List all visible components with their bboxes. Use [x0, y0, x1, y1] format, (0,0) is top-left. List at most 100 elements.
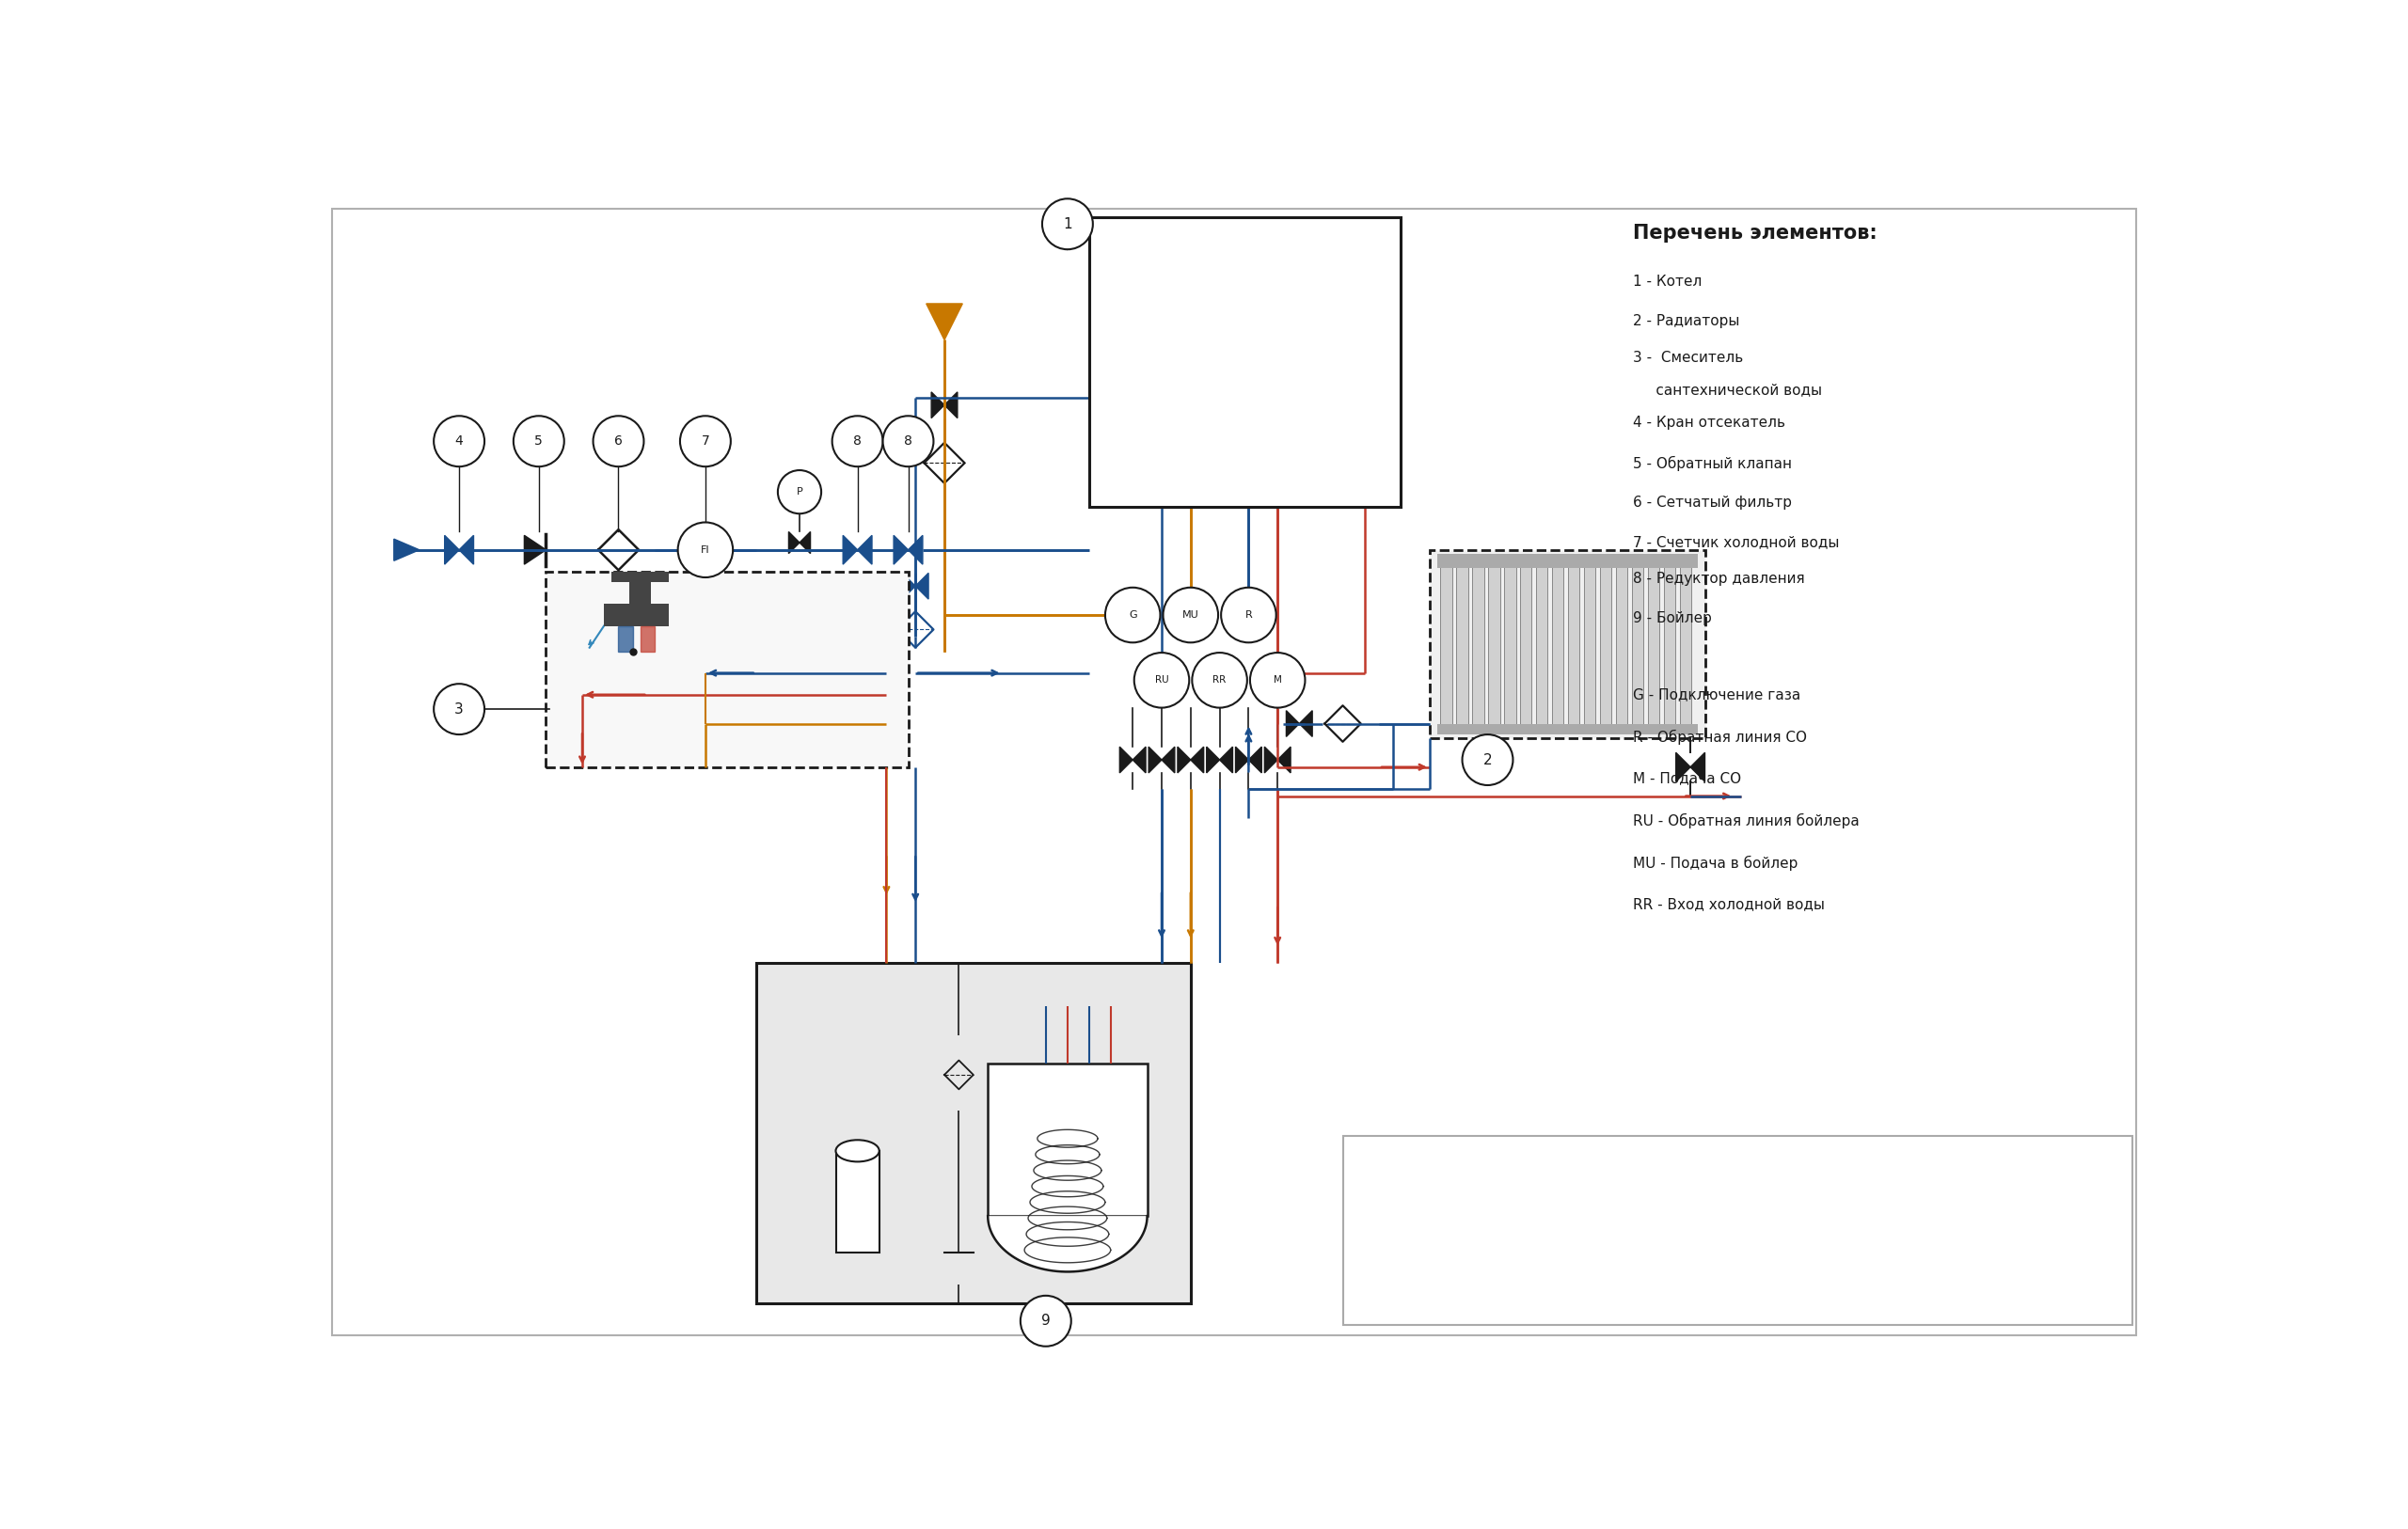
Polygon shape — [893, 535, 908, 564]
Text: G: G — [1129, 610, 1137, 619]
Polygon shape — [1149, 746, 1161, 772]
Polygon shape — [915, 573, 929, 599]
Text: M - Подача СО: M - Подача СО — [1633, 772, 1741, 786]
Bar — [1568, 564, 1580, 723]
Bar — [1678, 564, 1690, 723]
Bar — [1344, 1136, 2131, 1324]
Polygon shape — [799, 532, 811, 553]
Text: MU - Подача в бойлер: MU - Подача в бойлер — [1633, 855, 1796, 870]
Polygon shape — [460, 535, 474, 564]
Polygon shape — [857, 535, 872, 564]
Bar — [836, 1151, 879, 1252]
Bar — [987, 1064, 1146, 1216]
Bar — [1457, 564, 1469, 723]
Text: 6: 6 — [614, 434, 624, 448]
Polygon shape — [445, 535, 460, 564]
Circle shape — [1192, 653, 1247, 708]
Polygon shape — [1218, 746, 1233, 772]
Text: R: R — [1245, 610, 1252, 619]
Polygon shape — [903, 573, 915, 599]
Text: 8: 8 — [903, 434, 913, 448]
Bar — [1536, 564, 1548, 723]
Circle shape — [433, 683, 484, 734]
Polygon shape — [619, 625, 633, 651]
Text: 9 - Бойлер: 9 - Бойлер — [1633, 612, 1712, 625]
Circle shape — [778, 471, 821, 514]
Text: 7 - Счетчик холодной воды: 7 - Счетчик холодной воды — [1633, 535, 1840, 549]
Bar — [1664, 564, 1676, 723]
Polygon shape — [1300, 711, 1312, 737]
Circle shape — [1163, 587, 1218, 642]
Bar — [1488, 564, 1500, 723]
Text: 4 - Кран отсекатель: 4 - Кран отсекатель — [1633, 416, 1784, 430]
FancyBboxPatch shape — [547, 572, 908, 768]
Circle shape — [1134, 653, 1190, 708]
Text: 8 - Редуктор давления: 8 - Редуктор давления — [1633, 572, 1804, 586]
Polygon shape — [1250, 746, 1262, 772]
Circle shape — [1105, 587, 1161, 642]
Text: G - Подключение газа: G - Подключение газа — [1633, 688, 1801, 702]
Polygon shape — [1178, 746, 1190, 772]
Text: R - Обратная линия СО: R - Обратная линия СО — [1633, 729, 1806, 745]
Polygon shape — [1286, 711, 1300, 737]
Circle shape — [1021, 1295, 1072, 1347]
Polygon shape — [958, 1038, 970, 1060]
Text: 1: 1 — [1062, 217, 1072, 231]
Polygon shape — [1264, 746, 1279, 772]
Bar — [1088, 217, 1401, 506]
Circle shape — [1462, 734, 1512, 786]
Polygon shape — [790, 532, 799, 553]
Text: 2 - Радиаторы: 2 - Радиаторы — [1633, 315, 1739, 329]
Polygon shape — [1676, 752, 1690, 781]
Text: 5 - Обратный клапан: 5 - Обратный клапан — [1633, 456, 1792, 471]
Text: 1 - Котел: 1 - Котел — [1633, 275, 1702, 289]
Polygon shape — [949, 1263, 958, 1284]
Bar — [1438, 723, 1698, 734]
Polygon shape — [1190, 746, 1204, 772]
Text: 2: 2 — [1483, 752, 1493, 768]
Bar — [1440, 564, 1452, 723]
Circle shape — [1043, 199, 1093, 249]
Polygon shape — [1161, 746, 1175, 772]
Polygon shape — [1206, 746, 1218, 772]
Polygon shape — [843, 535, 857, 564]
Polygon shape — [987, 1216, 1146, 1272]
Text: 4: 4 — [455, 434, 462, 448]
Text: P: P — [797, 488, 802, 497]
Bar — [1599, 564, 1611, 723]
Circle shape — [433, 416, 484, 466]
Bar — [1471, 564, 1483, 723]
Circle shape — [1221, 587, 1276, 642]
Text: 3: 3 — [455, 702, 465, 716]
Text: 9: 9 — [1040, 1313, 1050, 1329]
Bar — [1633, 564, 1642, 723]
Polygon shape — [927, 304, 963, 339]
Bar — [1505, 564, 1517, 723]
Polygon shape — [908, 535, 922, 564]
Text: RR - Вход холодной воды: RR - Вход холодной воды — [1633, 898, 1825, 911]
Bar — [1584, 564, 1597, 723]
Text: сантехнической воды: сантехнической воды — [1633, 384, 1820, 398]
Text: RR: RR — [1214, 676, 1226, 685]
Bar — [604, 604, 669, 625]
Text: 5: 5 — [535, 434, 542, 448]
Polygon shape — [949, 1089, 958, 1112]
Bar — [1553, 564, 1563, 723]
Bar — [1616, 564, 1628, 723]
Circle shape — [513, 416, 563, 466]
Polygon shape — [958, 1089, 970, 1112]
Bar — [756, 963, 1190, 1303]
Text: RU: RU — [1156, 676, 1168, 685]
Circle shape — [833, 416, 884, 466]
Bar — [1647, 564, 1659, 723]
Text: RU - Обратная линия бойлера: RU - Обратная линия бойлера — [1633, 813, 1859, 829]
Polygon shape — [525, 535, 547, 564]
Polygon shape — [949, 1038, 958, 1060]
Circle shape — [884, 416, 934, 466]
Text: 7: 7 — [701, 434, 710, 448]
Bar — [612, 572, 669, 583]
Circle shape — [679, 416, 730, 466]
Polygon shape — [1279, 746, 1291, 772]
Polygon shape — [944, 391, 958, 417]
Circle shape — [1250, 653, 1305, 708]
